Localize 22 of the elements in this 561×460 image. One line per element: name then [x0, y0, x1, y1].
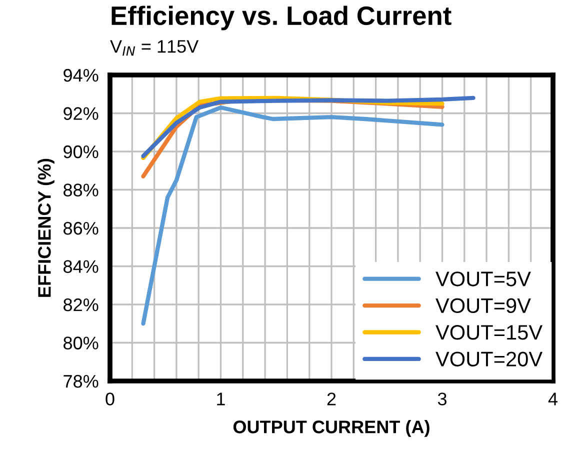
y-tick-label: 86% — [64, 222, 98, 235]
y-tick-label: 78% — [64, 374, 98, 388]
chart-subtitle: V$_{IN}$ = 115V — [110, 40, 199, 56]
y-axis-title: EFFICIENCY (%) — [38, 158, 54, 297]
legend-label: VOUT=5V — [436, 272, 531, 286]
y-tick-label: 82% — [64, 298, 98, 312]
x-tick-label: 1 — [217, 392, 225, 406]
x-axis-title: OUTPUT CURRENT (A) — [233, 420, 430, 437]
x-tick-label: 2 — [327, 392, 336, 406]
y-tick-label: 90% — [64, 145, 98, 158]
y-tick-label: 94% — [64, 68, 98, 82]
y-tick-label: 84% — [64, 260, 98, 273]
chart-title: Efficiency vs. Load Current — [112, 6, 452, 30]
x-tick-label: 4 — [548, 392, 558, 406]
legend-label: VOUT=9V — [436, 298, 531, 314]
y-tick-label: 92% — [64, 107, 98, 120]
y-tick-label: 80% — [64, 336, 98, 350]
legend-label: VOUT=15V — [436, 325, 542, 340]
x-tick-label: 3 — [438, 392, 446, 406]
y-tick-label: 88% — [64, 184, 98, 196]
legend-label: VOUT=20V — [436, 352, 542, 366]
x-tick-label: 0 — [106, 392, 114, 406]
